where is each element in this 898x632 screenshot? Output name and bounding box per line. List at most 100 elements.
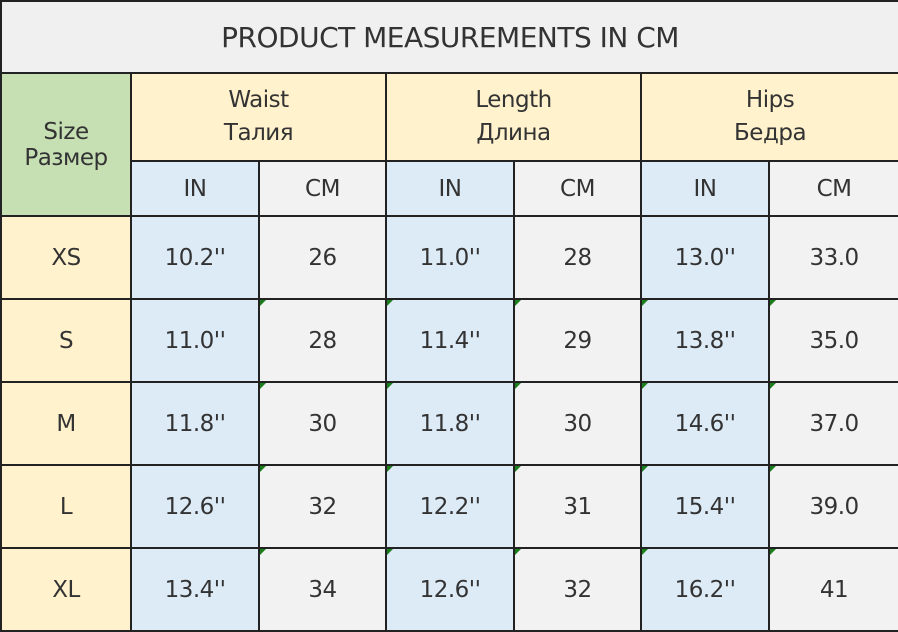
hips-en: Hips	[745, 87, 795, 113]
comment-marker-icon	[260, 549, 266, 555]
measurement-value: 41	[819, 576, 849, 603]
unit-header: IN	[640, 160, 770, 217]
measurement-value: 30	[308, 410, 337, 437]
comment-marker-icon	[387, 549, 393, 555]
measurement-cell: 26	[258, 215, 387, 300]
measurement-cell: 39.0	[767, 464, 898, 549]
measurement-cell: 12.2''	[385, 464, 515, 549]
measurement-value: 28	[308, 327, 337, 354]
measurement-value: 16.2''	[674, 576, 736, 603]
measurement-cell: 32	[258, 464, 387, 549]
measurement-cell: 10.2''	[130, 215, 260, 300]
table-row: M 11.8'' 30 11.8'' 30 14.6'' 37.0	[0, 381, 898, 466]
measurement-value: 33.0	[809, 244, 859, 271]
size-label: XS	[0, 215, 132, 300]
measurement-cell: 31	[513, 464, 642, 549]
size-header-ru: Размер	[24, 144, 108, 171]
unit-header: IN	[130, 160, 260, 217]
comment-marker-icon	[515, 549, 521, 555]
measurement-value: 11.4''	[419, 327, 481, 354]
comment-marker-icon	[387, 466, 393, 472]
comment-marker-icon	[642, 466, 648, 472]
measurement-cell: 16.2''	[640, 547, 770, 632]
comment-marker-icon	[260, 466, 266, 472]
measurement-cell: 11.8''	[130, 381, 260, 466]
measurement-value: 13.8''	[674, 327, 736, 354]
comment-marker-icon	[260, 300, 266, 306]
measurement-value: 11.0''	[164, 327, 226, 354]
measurement-cell: 13.8''	[640, 298, 770, 383]
measurement-value: 34	[308, 576, 337, 603]
size-label: M	[0, 381, 132, 466]
comment-marker-icon	[770, 466, 776, 472]
measurement-cell: 11.8''	[385, 381, 515, 466]
comment-marker-icon	[260, 383, 266, 389]
measurement-value: 12.6''	[164, 493, 226, 520]
comment-marker-icon	[770, 549, 776, 555]
measurement-value: 11.8''	[164, 410, 226, 437]
size-label: L	[0, 464, 132, 549]
waist-header: Waist Талия	[130, 72, 387, 162]
measurement-cell: 37.0	[767, 381, 898, 466]
measurement-value: 39.0	[809, 493, 859, 520]
measurement-cell: 13.0''	[640, 215, 770, 300]
comment-marker-icon	[387, 383, 393, 389]
length-ru: Длина	[476, 120, 551, 146]
table-row: S 11.0'' 28 11.4'' 29 13.8'' 35.0	[0, 298, 898, 383]
measurement-value: 13.0''	[674, 244, 736, 271]
measurement-value: 13.4''	[164, 576, 226, 603]
measurement-cell: 28	[258, 298, 387, 383]
comment-marker-icon	[515, 383, 521, 389]
measurement-cell: 13.4''	[130, 547, 260, 632]
measurement-cell: 30	[513, 381, 642, 466]
measurement-cell: 29	[513, 298, 642, 383]
measurement-cell: 11.4''	[385, 298, 515, 383]
comment-marker-icon	[642, 300, 648, 306]
unit-header: CM	[767, 160, 898, 217]
measurement-cell: 34	[258, 547, 387, 632]
measurement-cell: 11.0''	[385, 215, 515, 300]
measurement-value: 11.0''	[419, 244, 481, 271]
size-label: XL	[0, 547, 132, 632]
unit-header: IN	[385, 160, 515, 217]
measurement-value: 11.8''	[419, 410, 481, 437]
size-header: Size Размер	[0, 72, 132, 217]
table-title: PRODUCT MEASUREMENTS IN CM	[0, 0, 898, 74]
measurement-value: 29	[563, 327, 592, 354]
comment-marker-icon	[770, 300, 776, 306]
measurement-cell: 15.4''	[640, 464, 770, 549]
measurement-cell: 32	[513, 547, 642, 632]
measurement-value: 26	[308, 244, 337, 271]
waist-ru: Талия	[223, 120, 294, 146]
measurement-cell: 35.0	[767, 298, 898, 383]
comment-marker-icon	[515, 300, 521, 306]
measurement-value: 15.4''	[674, 493, 736, 520]
measurement-value: 32	[308, 493, 337, 520]
length-header: Length Длина	[385, 72, 642, 162]
measurement-cell: 11.0''	[130, 298, 260, 383]
measurement-cell: 41	[767, 547, 898, 632]
measurement-value: 28	[563, 244, 592, 271]
measurement-value: 35.0	[809, 327, 859, 354]
comment-marker-icon	[770, 383, 776, 389]
hips-ru: Бедра	[734, 120, 807, 146]
measurement-value: 31	[563, 493, 592, 520]
comment-marker-icon	[642, 383, 648, 389]
comment-marker-icon	[515, 466, 521, 472]
length-en: Length	[475, 87, 552, 113]
unit-header: CM	[258, 160, 387, 217]
comment-marker-icon	[387, 300, 393, 306]
measurement-cell: 12.6''	[385, 547, 515, 632]
measurement-value: 30	[563, 410, 592, 437]
measurement-value: 14.6''	[674, 410, 736, 437]
table-row: XS 10.2'' 26 11.0'' 28 13.0'' 33.0	[0, 215, 898, 300]
measurement-value: 32	[563, 576, 592, 603]
measurement-cell: 14.6''	[640, 381, 770, 466]
table-row: L 12.6'' 32 12.2'' 31 15.4'' 39.0	[0, 464, 898, 549]
waist-en: Waist	[228, 87, 289, 113]
measurement-cell: 33.0	[767, 215, 898, 300]
size-label: S	[0, 298, 132, 383]
measurement-value: 12.6''	[419, 576, 481, 603]
measurement-cell: 30	[258, 381, 387, 466]
